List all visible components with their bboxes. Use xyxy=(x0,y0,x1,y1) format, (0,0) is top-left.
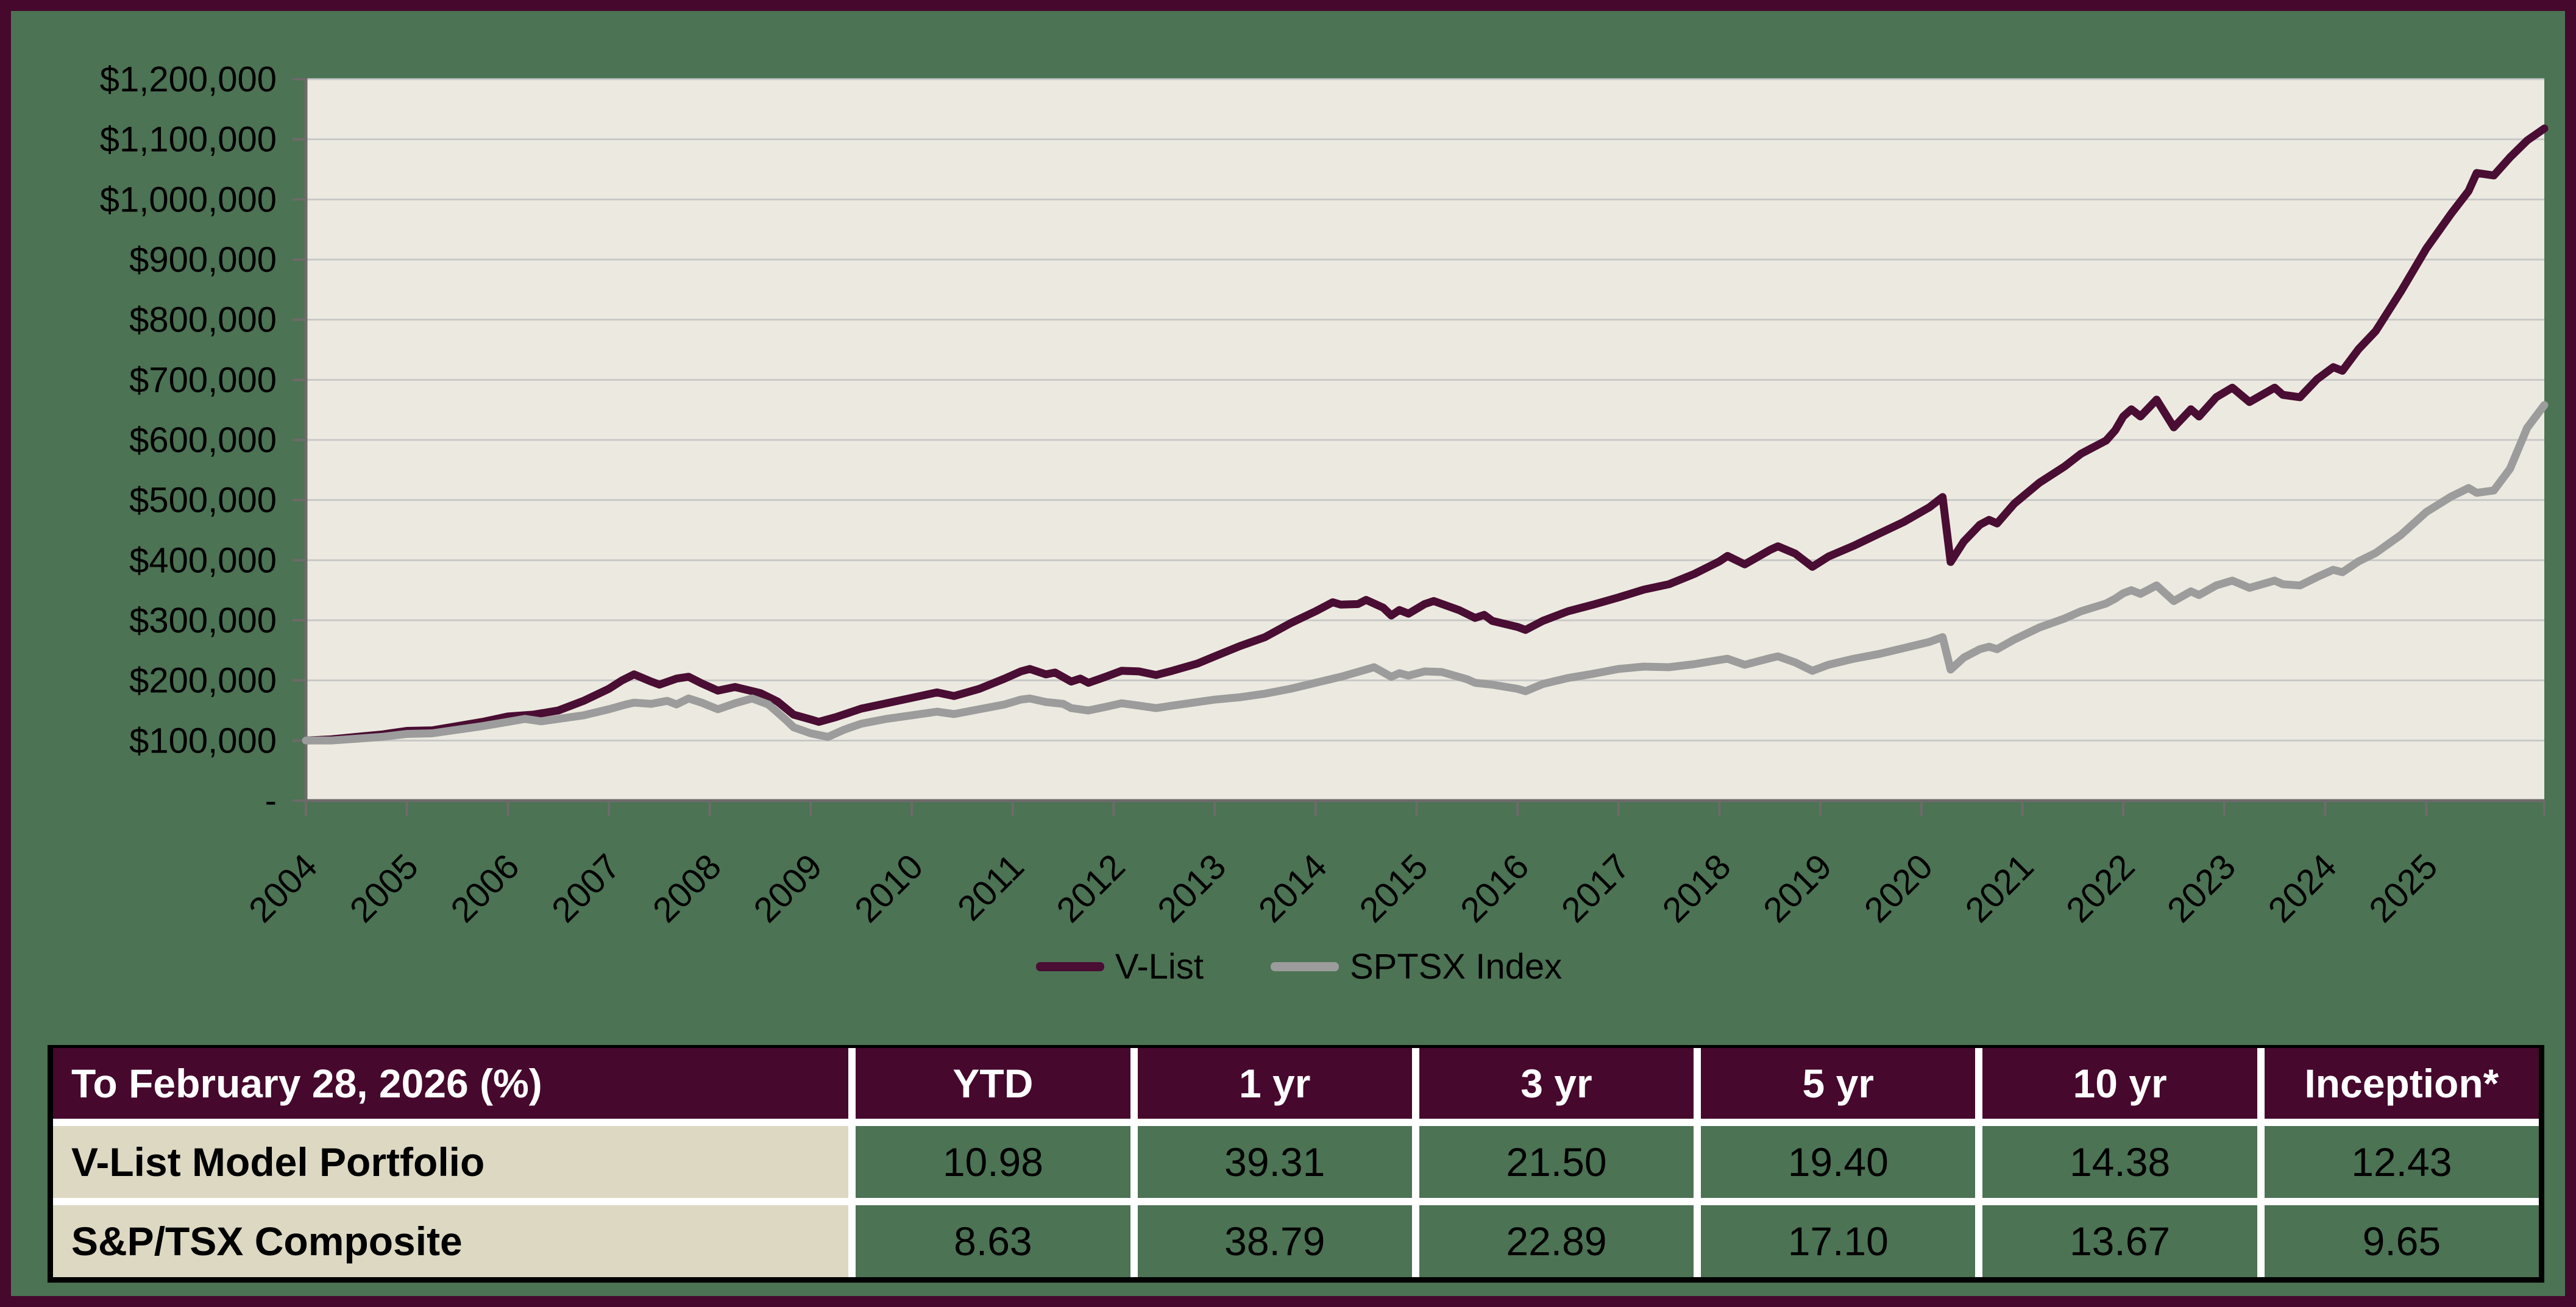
value-cell: 10.98 xyxy=(856,1126,1130,1198)
value-cell: 8.63 xyxy=(856,1205,1130,1277)
x-axis-label: 2004 xyxy=(241,846,325,930)
legend-item-v-list: V-List xyxy=(1035,946,1204,987)
y-axis-label: $1,000,000 xyxy=(100,180,277,219)
table-header-10yr: 10 yr xyxy=(1982,1048,2257,1119)
x-axis-label: 2025 xyxy=(2361,846,2445,930)
value-cell: 38.79 xyxy=(1137,1205,1412,1277)
x-axis-label: 2007 xyxy=(544,846,628,930)
y-axis-label: $900,000 xyxy=(129,240,277,280)
x-axis-label: 2018 xyxy=(1655,846,1738,930)
performance-table: To February 28, 2026 (%) YTD 1 yr 3 yr 5… xyxy=(48,1045,2544,1283)
series-line-v-list xyxy=(302,124,2549,745)
x-axis-label: 2009 xyxy=(746,846,829,930)
legend-label: V-List xyxy=(1115,946,1204,986)
x-axis-label: 2017 xyxy=(1554,846,1637,930)
value-cell: 14.38 xyxy=(1982,1126,2257,1198)
x-axis-label: 2010 xyxy=(847,846,931,930)
x-axis-label: 2014 xyxy=(1251,846,1335,930)
x-axis-label: 2022 xyxy=(2059,846,2142,930)
y-axis-label: $1,200,000 xyxy=(100,60,277,99)
y-axis-label: $400,000 xyxy=(129,540,277,580)
value-cell: 9.65 xyxy=(2264,1205,2539,1277)
x-axis-label: 2023 xyxy=(2160,846,2243,930)
chart-legend: V-List SPTSX Index xyxy=(11,942,2565,991)
x-axis-label: 2006 xyxy=(443,846,527,930)
value-cell: 21.50 xyxy=(1419,1126,1694,1198)
y-axis-label: $700,000 xyxy=(129,360,277,400)
legend-item-sptsx: SPTSX Index xyxy=(1270,946,1563,987)
value-cell: 39.31 xyxy=(1137,1126,1412,1198)
y-axis-label: $800,000 xyxy=(129,300,277,340)
table-header-period: To February 28, 2026 (%) xyxy=(53,1048,849,1119)
y-axis-label: $500,000 xyxy=(129,481,277,520)
y-axis-label: $300,000 xyxy=(129,601,277,640)
y-axis-label: $100,000 xyxy=(129,721,277,760)
y-axis-label: $600,000 xyxy=(129,420,277,460)
table-header-1yr: 1 yr xyxy=(1137,1048,1412,1119)
sptsx-line-swatch xyxy=(1270,962,1339,971)
x-axis-label: 2008 xyxy=(645,846,729,930)
y-axis-label: $1,100,000 xyxy=(100,120,277,160)
x-axis-label: 2015 xyxy=(1352,846,1435,930)
v-list-line-swatch xyxy=(1035,962,1104,971)
value-cell: 12.43 xyxy=(2264,1126,2539,1198)
table-header-inception: Inception* xyxy=(2264,1048,2539,1119)
x-axis-label: 2013 xyxy=(1150,846,1233,930)
y-axis-label: $200,000 xyxy=(129,661,277,701)
x-axis-label: 2020 xyxy=(1857,846,1940,930)
x-axis-label: 2005 xyxy=(342,846,426,930)
row-label-v-list: V-List Model Portfolio xyxy=(53,1126,849,1198)
x-axis-label: 2024 xyxy=(2260,846,2344,930)
value-cell: 17.10 xyxy=(1701,1205,1976,1277)
x-axis-label: 2012 xyxy=(1049,846,1132,930)
row-label-sptsx: S&P/TSX Composite xyxy=(53,1205,849,1277)
x-axis-label: 2019 xyxy=(1756,846,1839,930)
table-header-5yr: 5 yr xyxy=(1701,1048,1976,1119)
value-cell: 13.67 xyxy=(1982,1205,2257,1277)
y-axis-label: - xyxy=(265,781,277,821)
x-axis-label: 2016 xyxy=(1453,846,1536,930)
table-header-3yr: 3 yr xyxy=(1419,1048,1694,1119)
value-cell: 19.40 xyxy=(1701,1126,1976,1198)
table-header-ytd: YTD xyxy=(856,1048,1130,1119)
growth-of-100k-chart: $1,200,000 $1,100,000 $1,000,000 $900,000 $8… xyxy=(100,60,2549,930)
value-cell: 22.89 xyxy=(1419,1205,1694,1277)
series-line-sptsx-index xyxy=(302,401,2549,745)
x-axis-label: 2011 xyxy=(950,846,1032,928)
legend-label: SPTSX Index xyxy=(1349,946,1563,986)
x-axis-label: 2021 xyxy=(1957,846,2041,930)
